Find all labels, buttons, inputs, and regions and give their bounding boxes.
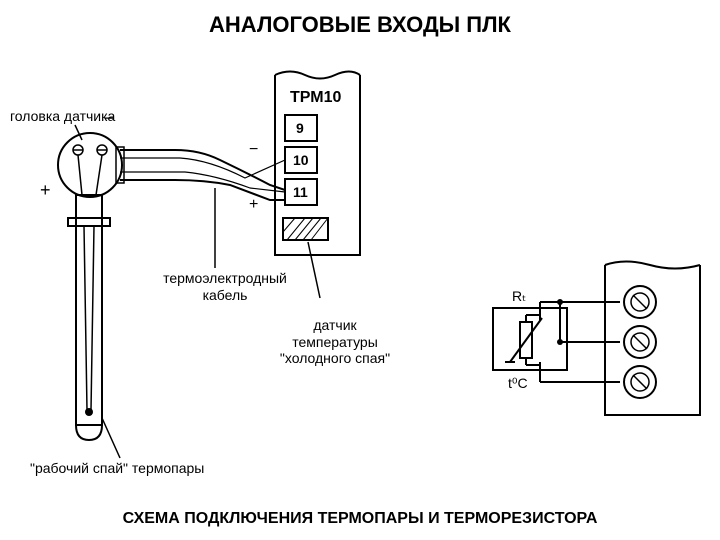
device-trm10 — [275, 72, 360, 256]
thermocouple-sensor — [58, 133, 122, 440]
diagram-svg — [0, 0, 720, 540]
callout-lines — [75, 125, 320, 458]
rtd-circuit — [493, 262, 700, 416]
thermoelectrode-cable — [116, 147, 285, 200]
